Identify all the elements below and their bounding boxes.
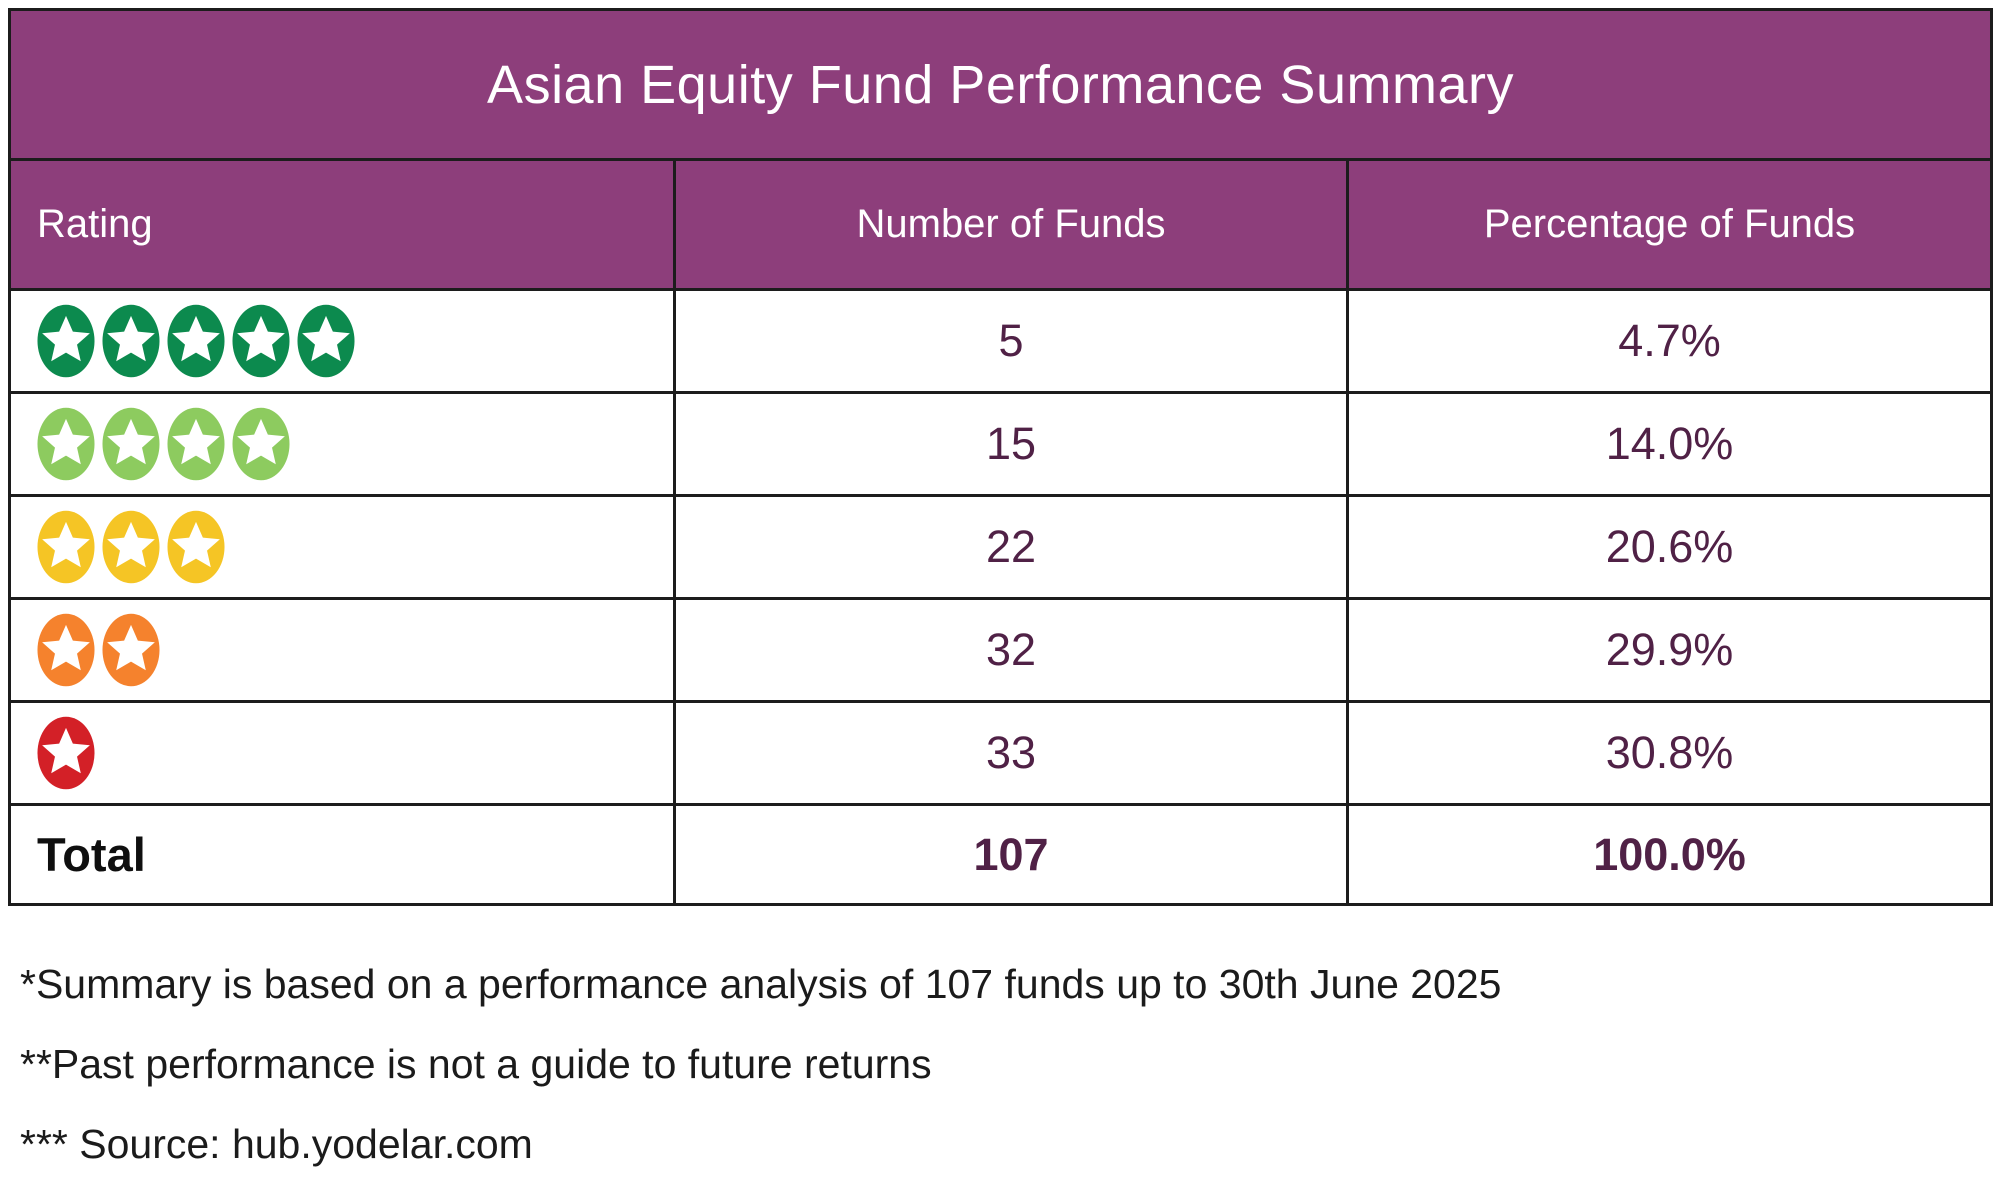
funds-count-cell: 33 — [673, 700, 1349, 806]
star-icon — [37, 407, 95, 481]
star-icon — [102, 510, 160, 584]
star-icon — [297, 304, 355, 378]
footnotes: *Summary is based on a performance analy… — [20, 961, 1990, 1168]
table-row: 5 4.7% — [8, 288, 1994, 394]
table-row: 15 14.0% — [8, 391, 1994, 497]
star-icon — [37, 304, 95, 378]
total-funds-count: 107 — [673, 803, 1349, 906]
rating-cell — [8, 700, 676, 806]
star-icon — [37, 716, 95, 790]
star-icon — [167, 304, 225, 378]
star-icon — [102, 613, 160, 687]
rating-cell — [8, 391, 676, 497]
star-icon — [232, 304, 290, 378]
table-row: 33 30.8% — [8, 700, 1994, 806]
funds-count-cell: 15 — [673, 391, 1349, 497]
table-row-total: Total 107 100.0% — [8, 803, 1994, 906]
star-icon — [167, 510, 225, 584]
funds-percentage-cell: 4.7% — [1345, 288, 1994, 394]
funds-count-cell: 32 — [673, 597, 1349, 703]
total-funds-percentage: 100.0% — [1345, 803, 1994, 906]
star-icon — [232, 407, 290, 481]
title-row: Asian Equity Fund Performance Summary — [7, 8, 1994, 161]
star-icon — [102, 304, 160, 378]
footnote-analysis: *Summary is based on a performance analy… — [20, 961, 1502, 1007]
table-row: 32 29.9% — [8, 597, 1994, 703]
fund-performance-table: Asian Equity Fund Performance Summary Ra… — [7, 8, 1994, 906]
star-icon — [102, 407, 160, 481]
funds-count-cell: 5 — [673, 288, 1349, 394]
funds-percentage-cell: 30.8% — [1345, 700, 1994, 806]
column-header-rating: Rating — [8, 158, 676, 291]
star-icon — [37, 510, 95, 584]
table-row: 22 20.6% — [8, 494, 1994, 600]
4-star-rating — [37, 407, 290, 481]
5-star-rating — [37, 304, 355, 378]
header-row: Rating Number of Funds Percentage of Fun… — [8, 158, 1994, 291]
rating-cell — [8, 494, 676, 600]
rating-cell — [8, 597, 676, 703]
total-label: Total — [8, 803, 676, 906]
rating-cell — [8, 288, 676, 394]
1-star-rating — [37, 716, 95, 790]
3-star-rating — [37, 510, 225, 584]
footnote-source: *** Source: hub.yodelar.com — [20, 1121, 533, 1167]
funds-percentage-cell: 20.6% — [1345, 494, 1994, 600]
2-star-rating — [37, 613, 160, 687]
table-title: Asian Equity Fund Performance Summary — [7, 8, 1994, 161]
funds-count-cell: 22 — [673, 494, 1349, 600]
star-icon — [37, 613, 95, 687]
funds-percentage-cell: 29.9% — [1345, 597, 1994, 703]
star-icon — [167, 407, 225, 481]
funds-percentage-cell: 14.0% — [1345, 391, 1994, 497]
footnote-past-performance: **Past performance is not a guide to fut… — [20, 1041, 932, 1087]
column-header-number-of-funds: Number of Funds — [673, 158, 1349, 291]
column-header-percentage-of-funds: Percentage of Funds — [1345, 158, 1994, 291]
